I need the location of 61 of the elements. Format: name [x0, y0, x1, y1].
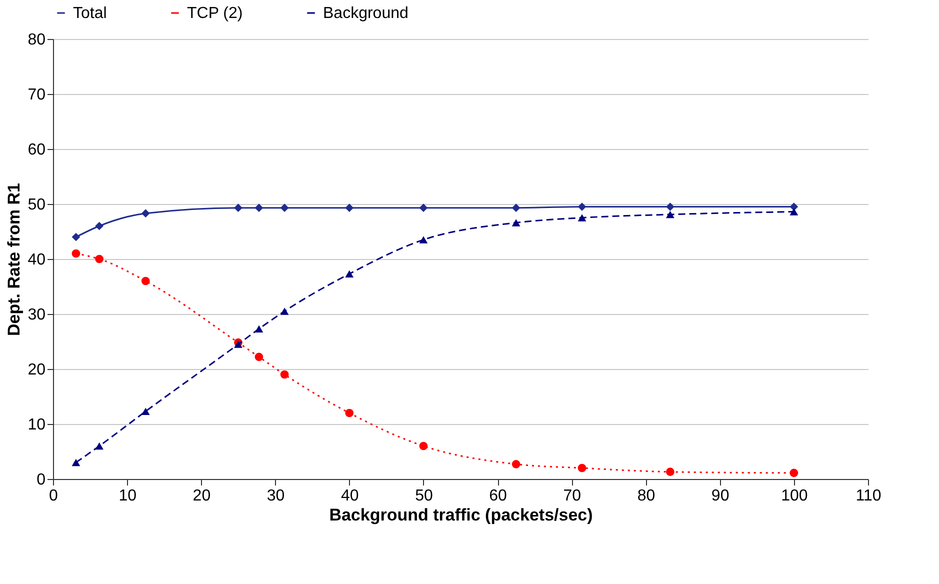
- x-tick-label: 20: [192, 488, 211, 504]
- y-tick-label: 10: [28, 416, 46, 434]
- point: [512, 204, 520, 212]
- point: [280, 308, 289, 315]
- x-axis-title: Background traffic (packets/sec): [329, 506, 593, 524]
- x-tick-label: 90: [711, 488, 730, 504]
- point: [790, 468, 798, 478]
- x-tick-label: 10: [118, 488, 137, 504]
- x-tick-label: 40: [340, 488, 359, 504]
- x-tick-label: 70: [563, 488, 582, 504]
- point: [254, 352, 264, 362]
- point: [578, 214, 586, 222]
- point: [254, 325, 264, 332]
- point: [254, 204, 264, 212]
- y-axis-title: Dept. Rate from R1: [4, 182, 24, 336]
- y-tick-label: 50: [28, 196, 46, 214]
- y-tick-label: 20: [28, 362, 46, 378]
- x-tick-label: 110: [856, 488, 882, 504]
- point: [790, 208, 798, 216]
- y-tick-label: 30: [28, 306, 46, 324]
- point: [72, 232, 80, 242]
- point: [280, 370, 289, 379]
- point: [234, 340, 242, 348]
- point: [419, 204, 428, 212]
- point: [666, 468, 674, 476]
- point: [666, 202, 674, 211]
- point: [141, 276, 150, 286]
- point: [95, 222, 104, 230]
- y-tick-label: 60: [28, 142, 46, 158]
- legend-label: Background: [323, 5, 408, 22]
- y-tick-label: 0: [36, 472, 46, 488]
- x-tick-label: 100: [781, 488, 808, 504]
- point: [141, 408, 150, 415]
- point: [280, 204, 289, 212]
- legend-label: Total: [73, 5, 107, 22]
- x-tick-label: 60: [489, 488, 508, 504]
- point: [345, 408, 354, 418]
- point: [95, 254, 104, 264]
- point: [419, 442, 428, 450]
- point: [345, 270, 354, 278]
- legend-label: TCP (2): [187, 5, 243, 22]
- point: [419, 236, 428, 244]
- y-tick-label: 80: [28, 32, 46, 48]
- point: [95, 442, 104, 450]
- point: [578, 464, 586, 472]
- point: [512, 219, 520, 226]
- point: [666, 210, 674, 218]
- point: [141, 209, 150, 218]
- x-tick-label: 50: [415, 488, 433, 504]
- x-tick-label: 30: [266, 488, 285, 504]
- point: [234, 204, 242, 212]
- point: [512, 460, 520, 468]
- point: [72, 249, 80, 258]
- y-tick-label: 70: [28, 86, 46, 104]
- y-tick-label: 40: [28, 252, 46, 268]
- point: [72, 458, 80, 466]
- point: [578, 202, 586, 211]
- point: [345, 204, 354, 212]
- point: [790, 202, 798, 211]
- x-tick-label: 0: [49, 488, 58, 504]
- x-tick-label: 80: [637, 488, 656, 504]
